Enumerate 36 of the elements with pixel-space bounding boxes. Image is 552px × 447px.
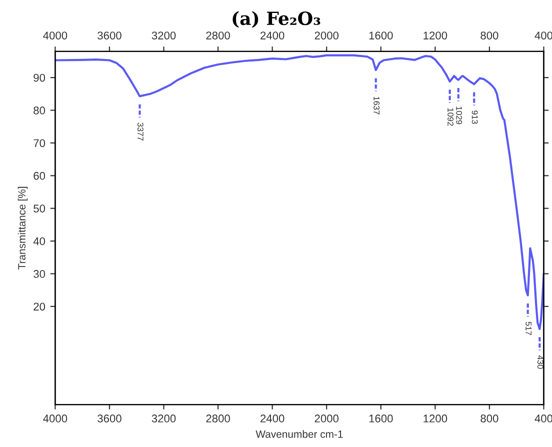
y-axis-title: Transmittance [%] (18, 186, 28, 270)
annotation: 1092 (448, 108, 454, 126)
x2-tick-label: 2000 (314, 32, 339, 40)
x-axis-title: Wavenumber cm-1 (256, 430, 343, 438)
x-tick-label: 3200 (152, 414, 176, 422)
y-tick-label: 40 (33, 237, 46, 246)
annotation: 3377 (138, 122, 144, 140)
annotation: 517 (526, 322, 532, 335)
x-tick-label: 2800 (206, 414, 230, 422)
x-tick-label: 800 (480, 414, 498, 422)
y-tick-label: 90 (34, 74, 46, 82)
x2-tick-label: 800 (480, 32, 498, 40)
x2-tick-label: 3600 (98, 32, 122, 40)
y-tick-label: 50 (34, 204, 46, 212)
y-tick-label: 70 (34, 139, 46, 148)
y-tick-label: 60 (34, 172, 46, 180)
x-tick-label: 2000 (314, 414, 339, 422)
annotation: 1637 (374, 96, 380, 114)
annotation: 913 (472, 110, 478, 124)
annotation: 430 (537, 355, 544, 369)
x2-tick-label: 1200 (424, 32, 448, 40)
x2-tick-label: 1600 (369, 32, 393, 40)
y-tick-label: 20 (34, 302, 46, 311)
x-tick-label: 2400 (260, 414, 284, 422)
x2-tick-label: 2400 (260, 32, 284, 40)
x-tick-label: 1600 (369, 414, 393, 422)
x2-tick-label: 2800 (206, 32, 230, 40)
y-tick-label: 80 (34, 106, 46, 114)
x-tick-label: 4000 (43, 414, 68, 422)
x2-tick-label: 3200 (152, 32, 176, 40)
x-tick-label: 3600 (98, 414, 122, 422)
x2-tick-label: 4000 (43, 32, 68, 40)
annotation: 1029 (456, 106, 462, 124)
x-tick-label: 1200 (424, 414, 448, 422)
chart-title: (a) Fe₂O₃ (232, 11, 320, 28)
y-tick-label: 30 (34, 270, 46, 278)
